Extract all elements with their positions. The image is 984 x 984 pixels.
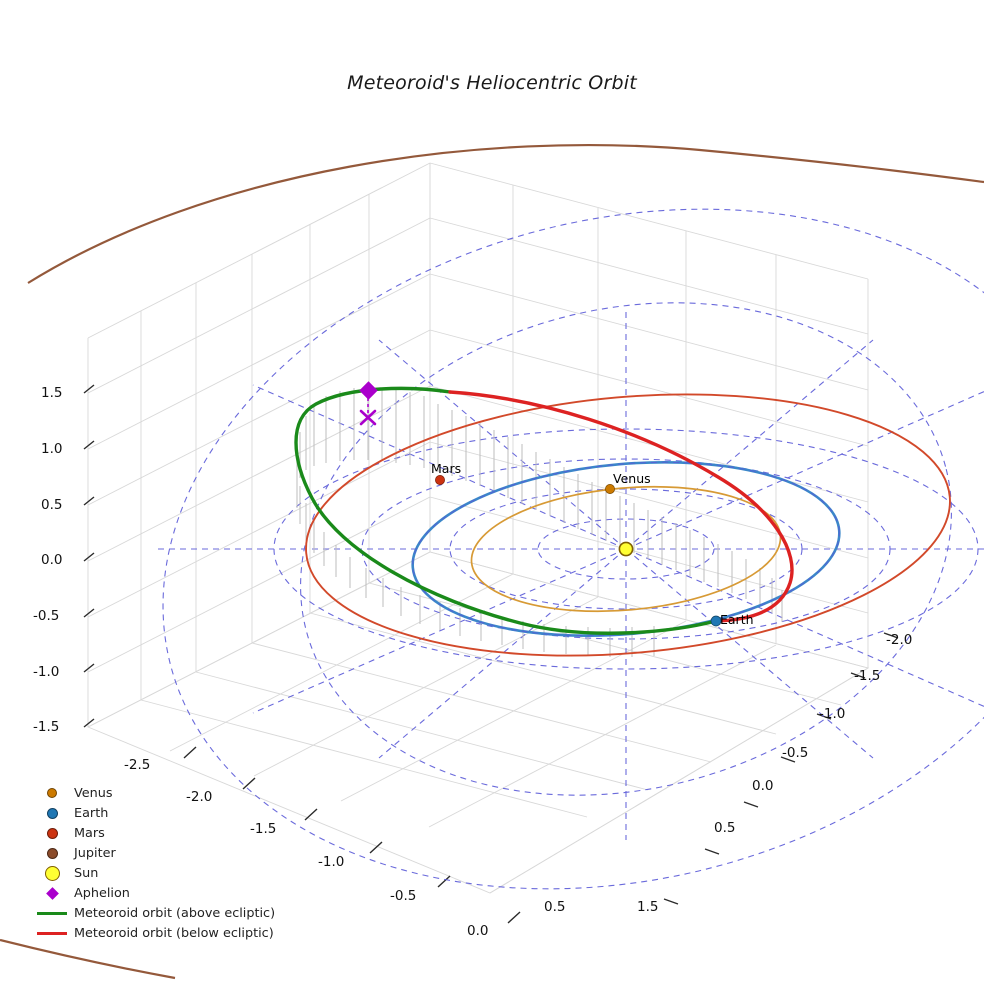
z-tick: -0.5 xyxy=(782,745,809,761)
venus-label: Venus xyxy=(613,471,651,486)
x-tick: -0.5 xyxy=(33,608,60,624)
tick-marks xyxy=(83,384,899,924)
y-tick: -1.0 xyxy=(318,854,345,870)
right-pane-grid xyxy=(429,163,869,668)
legend-item-label: Earth xyxy=(74,805,109,821)
left-pane-grid xyxy=(87,163,431,727)
orbit-legend-swatch xyxy=(30,911,74,915)
legend-item-label: Sun xyxy=(74,865,99,881)
legend-item-label: Jupiter xyxy=(74,845,116,861)
jupiter-orbit xyxy=(0,144,984,980)
y-tick: -2.0 xyxy=(186,789,213,805)
polar-spokes xyxy=(156,310,984,840)
meteoroid-orbit-below xyxy=(448,390,794,623)
legend-item[interactable]: Jupiter xyxy=(30,843,290,863)
legend: Venus Earth Mars Jupiter Sun Aphelion Meteoroi… xyxy=(30,783,290,943)
left-pane-horizontals xyxy=(87,162,431,728)
earth-legend-swatch xyxy=(30,807,74,819)
z-tick: -1.0 xyxy=(819,706,846,722)
mars-marker-icon xyxy=(46,827,58,839)
meteoroid-orbit-above xyxy=(294,386,718,635)
z-tick: 0.5 xyxy=(714,820,736,836)
line-swatch-icon xyxy=(37,911,67,915)
y-tick: -1.5 xyxy=(250,821,277,837)
z-tick: 0.0 xyxy=(752,778,774,794)
venus-marker xyxy=(605,484,615,494)
x-tick: -1.0 xyxy=(33,664,60,680)
legend-item-label: Meteoroid orbit (below ecliptic) xyxy=(74,925,274,941)
y-tick: -2.5 xyxy=(124,757,151,773)
x-tick: 1.0 xyxy=(41,441,63,457)
venus-marker-icon xyxy=(47,788,57,798)
x-tick: 1.5 xyxy=(41,385,63,401)
legend-item[interactable]: Earth xyxy=(30,803,290,823)
venus-legend-swatch xyxy=(30,788,74,798)
legend-item[interactable]: Meteoroid orbit (above ecliptic) xyxy=(30,903,290,923)
legend-item[interactable]: Venus xyxy=(30,783,290,803)
line-swatch-icon xyxy=(37,931,67,935)
page-title: Meteoroid's Heliocentric Orbit xyxy=(347,72,637,94)
legend-item-label: Meteoroid orbit (above ecliptic) xyxy=(74,905,276,921)
meteoroid-orbit xyxy=(294,386,794,635)
legend-item[interactable]: Mars xyxy=(30,823,290,843)
legend-item[interactable]: Meteoroid orbit (below ecliptic) xyxy=(30,923,290,943)
mars-legend-swatch xyxy=(30,827,74,839)
x-tick: 0.5 xyxy=(41,497,63,513)
aphelion-group xyxy=(359,381,378,426)
mars-label: Mars xyxy=(431,461,462,476)
sun-marker xyxy=(618,541,634,557)
y-tick: 0.5 xyxy=(544,899,566,915)
z-tick: -1.5 xyxy=(854,668,881,684)
aphelion-projection-x-marker xyxy=(359,409,377,426)
aphelion-diamond-marker xyxy=(359,381,378,400)
earth-marker-icon xyxy=(46,807,58,819)
y-tick: 0.0 xyxy=(467,923,489,939)
orbit-stem-lines xyxy=(296,387,783,657)
orbit-legend-swatch xyxy=(30,931,74,935)
aphelion-legend-swatch xyxy=(30,886,74,900)
legend-item[interactable]: Aphelion xyxy=(30,883,290,903)
earth-marker xyxy=(710,615,722,627)
mars-orbit xyxy=(305,393,951,657)
legend-item[interactable]: Sun xyxy=(30,863,290,883)
jupiter-legend-swatch xyxy=(30,847,74,859)
legend-item-label: Venus xyxy=(74,785,113,801)
y-tick: -0.5 xyxy=(390,888,417,904)
aphelion-diamond-icon xyxy=(45,886,59,900)
planet-markers xyxy=(435,475,722,627)
legend-item-label: Mars xyxy=(74,825,105,841)
x-tick: -1.5 xyxy=(33,719,60,735)
sun-marker-icon xyxy=(44,865,60,881)
z-tick: -2.0 xyxy=(886,632,913,648)
x-tick: 0.0 xyxy=(41,552,63,568)
sun-legend-swatch xyxy=(30,865,74,881)
earth-label: Earth xyxy=(720,612,754,627)
jupiter-marker-icon xyxy=(46,847,58,859)
y-tick: 1.5 xyxy=(637,899,659,915)
legend-item-label: Aphelion xyxy=(74,885,130,901)
polar-grid xyxy=(156,208,984,890)
mars-marker xyxy=(435,475,445,485)
